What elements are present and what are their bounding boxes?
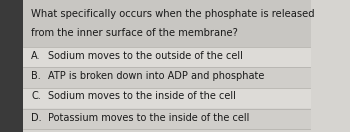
- FancyBboxPatch shape: [23, 88, 310, 108]
- Text: D.: D.: [31, 113, 42, 123]
- Text: Sodium moves to the outside of the cell: Sodium moves to the outside of the cell: [48, 51, 243, 61]
- Text: C.: C.: [31, 91, 41, 102]
- Text: What specifically occurs when the phosphate is released: What specifically occurs when the phosph…: [31, 9, 315, 19]
- FancyBboxPatch shape: [23, 0, 310, 47]
- Text: Potassium moves to the inside of the cell: Potassium moves to the inside of the cel…: [48, 113, 249, 123]
- Text: from the inner surface of the membrane?: from the inner surface of the membrane?: [31, 28, 238, 38]
- Text: Sodium moves to the inside of the cell: Sodium moves to the inside of the cell: [48, 91, 236, 102]
- FancyBboxPatch shape: [23, 47, 310, 67]
- Text: ATP is broken down into ADP and phosphate: ATP is broken down into ADP and phosphat…: [48, 71, 264, 81]
- Text: B.: B.: [31, 71, 41, 81]
- FancyBboxPatch shape: [23, 109, 310, 129]
- FancyBboxPatch shape: [0, 0, 23, 132]
- Text: A.: A.: [31, 51, 41, 61]
- FancyBboxPatch shape: [23, 67, 310, 88]
